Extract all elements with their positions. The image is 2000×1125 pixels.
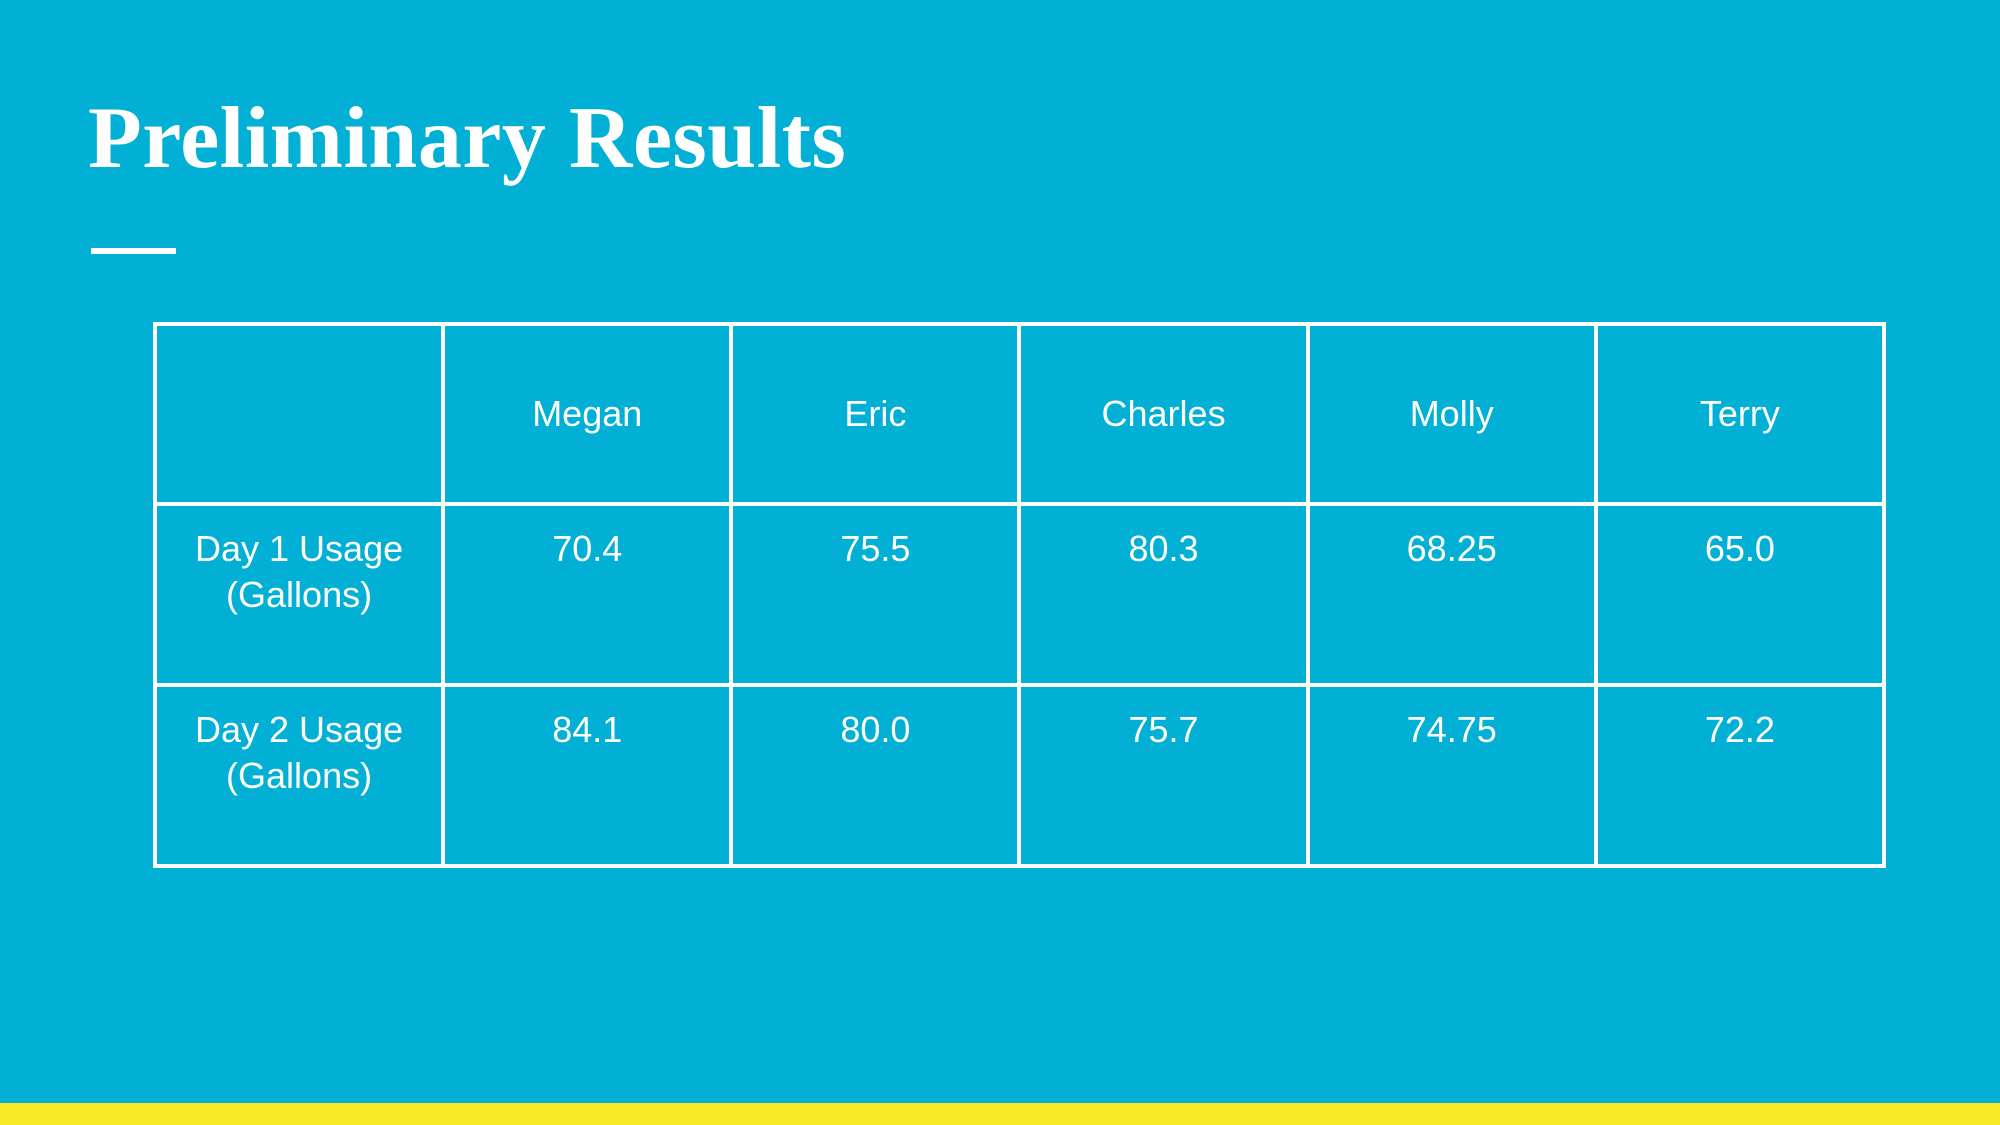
data-row: Day 1 Usage (Gallons) 70.4 75.5 80.3 68.25 65… <box>152 502 1887 687</box>
header-row: Megan Eric Charles Molly Terry <box>152 322 1887 506</box>
row-label: Day 1 Usage (Gallons) <box>152 502 446 687</box>
header-cell: Megan <box>441 322 734 506</box>
value-cell: 68.25 <box>1305 502 1598 687</box>
header-cell: Charles <box>1017 322 1310 506</box>
value-cell: 74.75 <box>1305 683 1598 868</box>
row-label: Day 2 Usage (Gallons) <box>152 683 446 868</box>
corner-cell <box>152 322 446 506</box>
value-cell: 65.0 <box>1593 502 1887 687</box>
slide-title: Preliminary Results <box>88 90 847 187</box>
value-cell: 72.2 <box>1593 683 1887 868</box>
header-cell: Molly <box>1305 322 1598 506</box>
footer-bar <box>0 1103 2000 1125</box>
data-row: Day 2 Usage (Gallons) 84.1 80.0 75.7 74.75 72… <box>152 683 1887 868</box>
value-cell: 75.5 <box>729 502 1022 687</box>
results-table: Megan Eric Charles Molly Terry Day 1 Usage (G… <box>152 322 1887 868</box>
header-cell: Terry <box>1593 322 1887 506</box>
value-cell: 70.4 <box>441 502 734 687</box>
value-cell: 80.0 <box>729 683 1022 868</box>
value-cell: 75.7 <box>1017 683 1310 868</box>
header-cell: Eric <box>729 322 1022 506</box>
title-underline <box>91 248 176 254</box>
value-cell: 84.1 <box>441 683 734 868</box>
value-cell: 80.3 <box>1017 502 1310 687</box>
